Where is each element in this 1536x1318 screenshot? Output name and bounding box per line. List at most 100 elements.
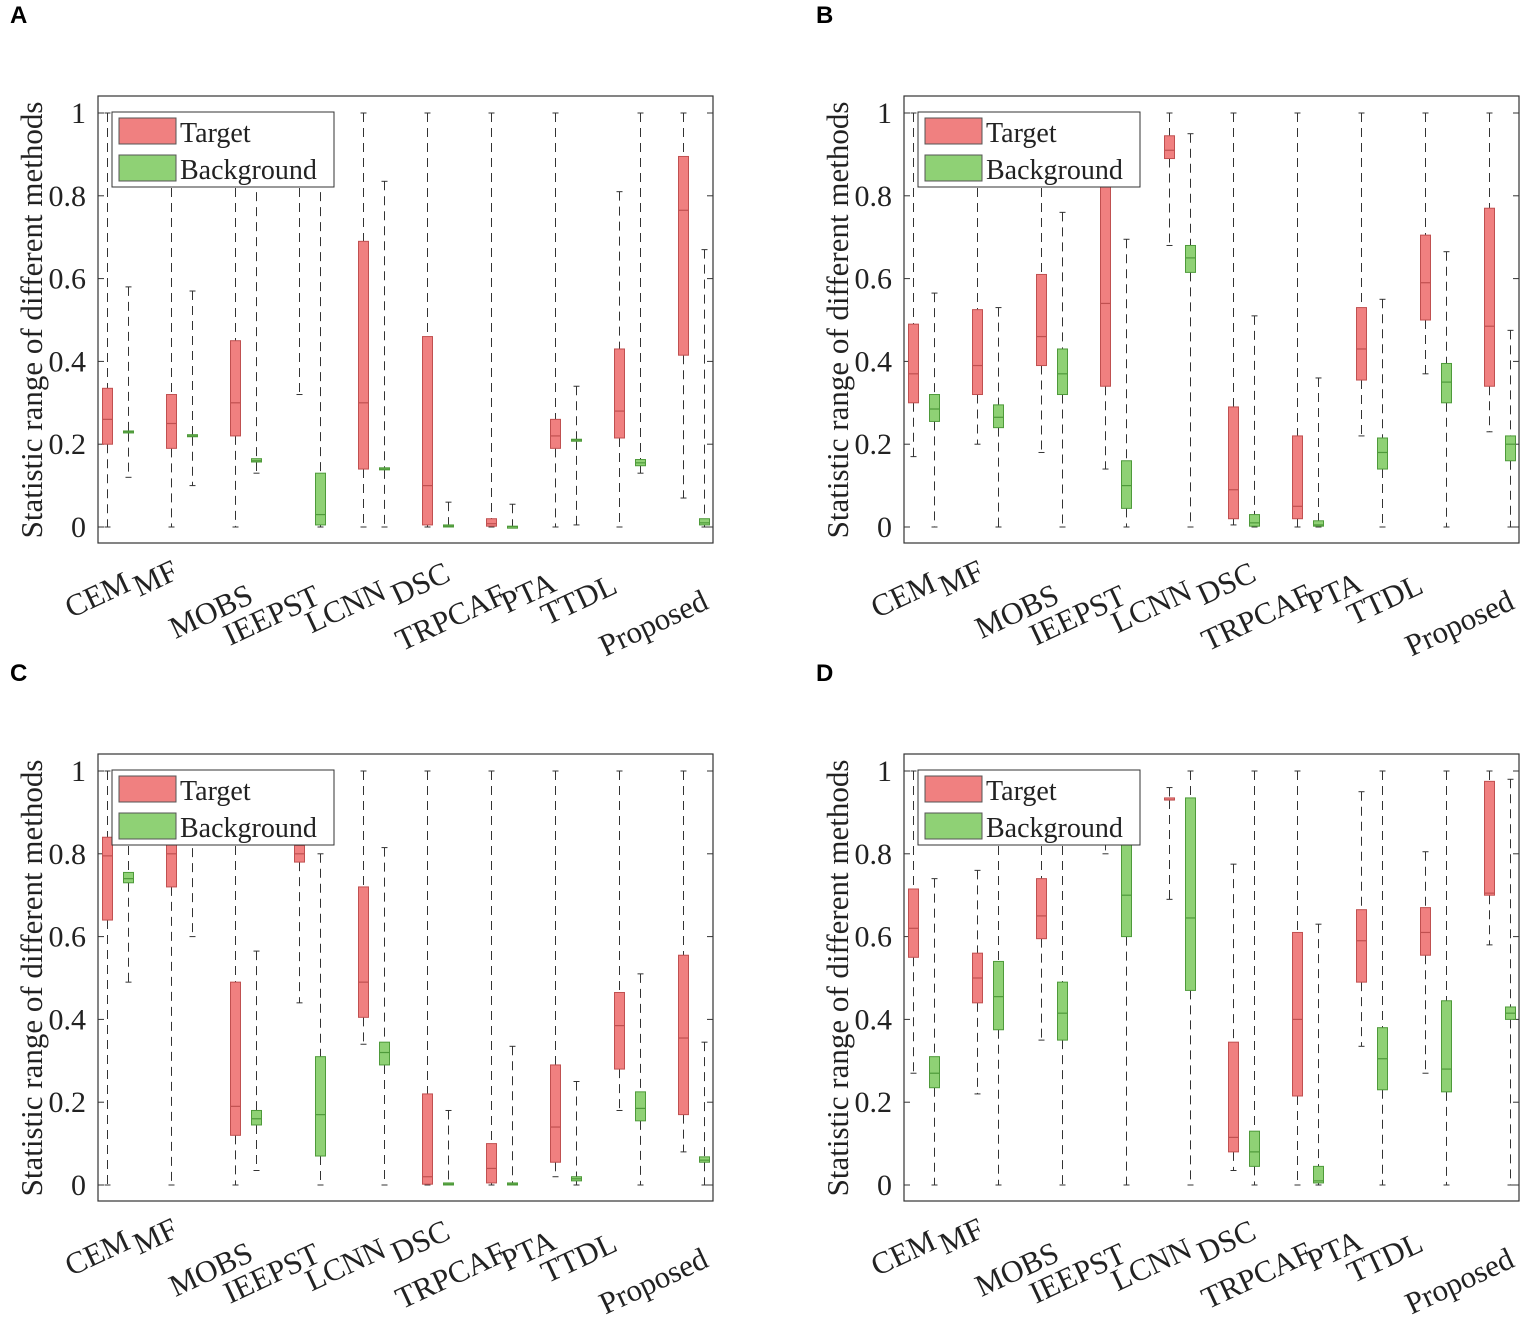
target-box [1420,851,1431,1074]
legend-label-target: Target [180,776,251,807]
category-label: MF [934,553,989,604]
target-box [1356,112,1367,437]
panel-b: B 0 0.2 0.4 0.6 0.8 1 Statistic range of differ… [816,2,1520,663]
background-box [1377,298,1388,528]
legend-swatch-target [118,775,177,803]
target-box [422,112,433,528]
target-iqr [1484,780,1495,896]
y-tick-label: 0 [877,511,892,544]
target-iqr [358,240,369,470]
target-iqr [166,394,177,449]
category-label: LCNN [300,1231,391,1298]
background-iqr [315,1056,326,1157]
background-iqr [1249,514,1260,527]
background-box [379,847,390,1186]
background-iqr [1057,348,1068,396]
y-tick-label: 0.4 [49,345,87,378]
legend-swatch-background [924,812,983,840]
panel-a: A 0 0.2 0.4 0.6 0.8 1 Statistic range of differ… [10,2,714,663]
y-tick-label: 0.6 [855,263,893,296]
background-box [443,501,454,528]
target-box [486,112,497,528]
target-iqr [908,888,919,958]
category-label: MF [128,1211,183,1262]
y-tick-label: 0.6 [49,263,87,296]
y-tick-label: 1 [877,755,892,788]
background-box [1313,923,1324,1186]
target-box [1420,112,1431,375]
target-iqr [102,387,113,445]
background-box [571,385,582,526]
legend-label-background: Background [180,813,317,844]
background-box [507,503,518,529]
category-label: MF [128,553,183,604]
background-iqr [699,518,710,526]
target-iqr [1484,207,1495,387]
category-label: LCNN [1106,573,1197,640]
legend: Target Background [111,769,335,846]
target-iqr [1164,135,1175,160]
y-tick-label: 0.4 [855,1003,893,1036]
background-iqr [1313,1165,1324,1184]
background-box [251,116,262,474]
target-iqr [102,836,113,921]
background-iqr [929,394,940,422]
target-box [1484,770,1495,946]
y-tick-label: 0.2 [49,1086,87,1119]
legend-swatch-target [924,117,983,145]
background-box [1505,329,1516,528]
target-box [614,770,625,1111]
background-box [635,112,646,474]
target-iqr [1420,234,1431,321]
panel-letter: D [816,660,833,687]
background-iqr [1441,1000,1452,1093]
background-box [1505,778,1516,1186]
background-box [123,286,134,478]
target-iqr [614,991,625,1070]
y-tick-label: 0.4 [855,345,893,378]
target-box [1292,770,1303,1186]
background-box [251,950,262,1172]
y-tick-label: 0 [71,1169,86,1202]
y-tick-label: 0.6 [49,921,87,954]
legend-swatch-background [118,154,177,182]
background-box [993,307,1004,528]
legend: Target Background [917,111,1141,188]
target-iqr [1356,307,1367,381]
y-tick-label: 0.8 [855,180,893,213]
legend: Target Background [917,769,1141,846]
target-box [614,191,625,528]
y-tick-label: 0.2 [855,1086,893,1119]
target-box [358,112,369,528]
background-iqr [1249,1130,1260,1167]
plot-frame [903,753,1520,1202]
y-axis-label: Statistic range of different methods [14,760,49,1197]
category-label: CEM [59,1223,135,1283]
target-iqr [230,981,241,1136]
background-box [1441,251,1452,528]
target-iqr [230,340,241,437]
background-box [1441,770,1452,1186]
legend-swatch-background [118,812,177,840]
y-tick-label: 0.2 [49,428,87,461]
background-box [1185,133,1196,528]
legend-swatch-target [118,117,177,145]
target-box [972,869,983,1095]
category-label: MF [934,1211,989,1262]
category-label: LCNN [300,573,391,640]
y-tick-label: 0 [71,511,86,544]
background-iqr [1313,520,1324,527]
y-tick-label: 0.8 [49,180,87,213]
target-iqr [1228,1041,1239,1153]
background-box [699,249,710,528]
background-iqr [1441,362,1452,404]
target-box [550,770,561,1178]
target-iqr [1100,153,1111,387]
y-tick-label: 0.8 [855,838,893,871]
target-iqr [678,155,689,356]
target-box [550,112,561,528]
y-axis-label: Statistic range of different methods [820,102,855,539]
y-tick-label: 0.8 [49,838,87,871]
target-box [486,770,497,1186]
